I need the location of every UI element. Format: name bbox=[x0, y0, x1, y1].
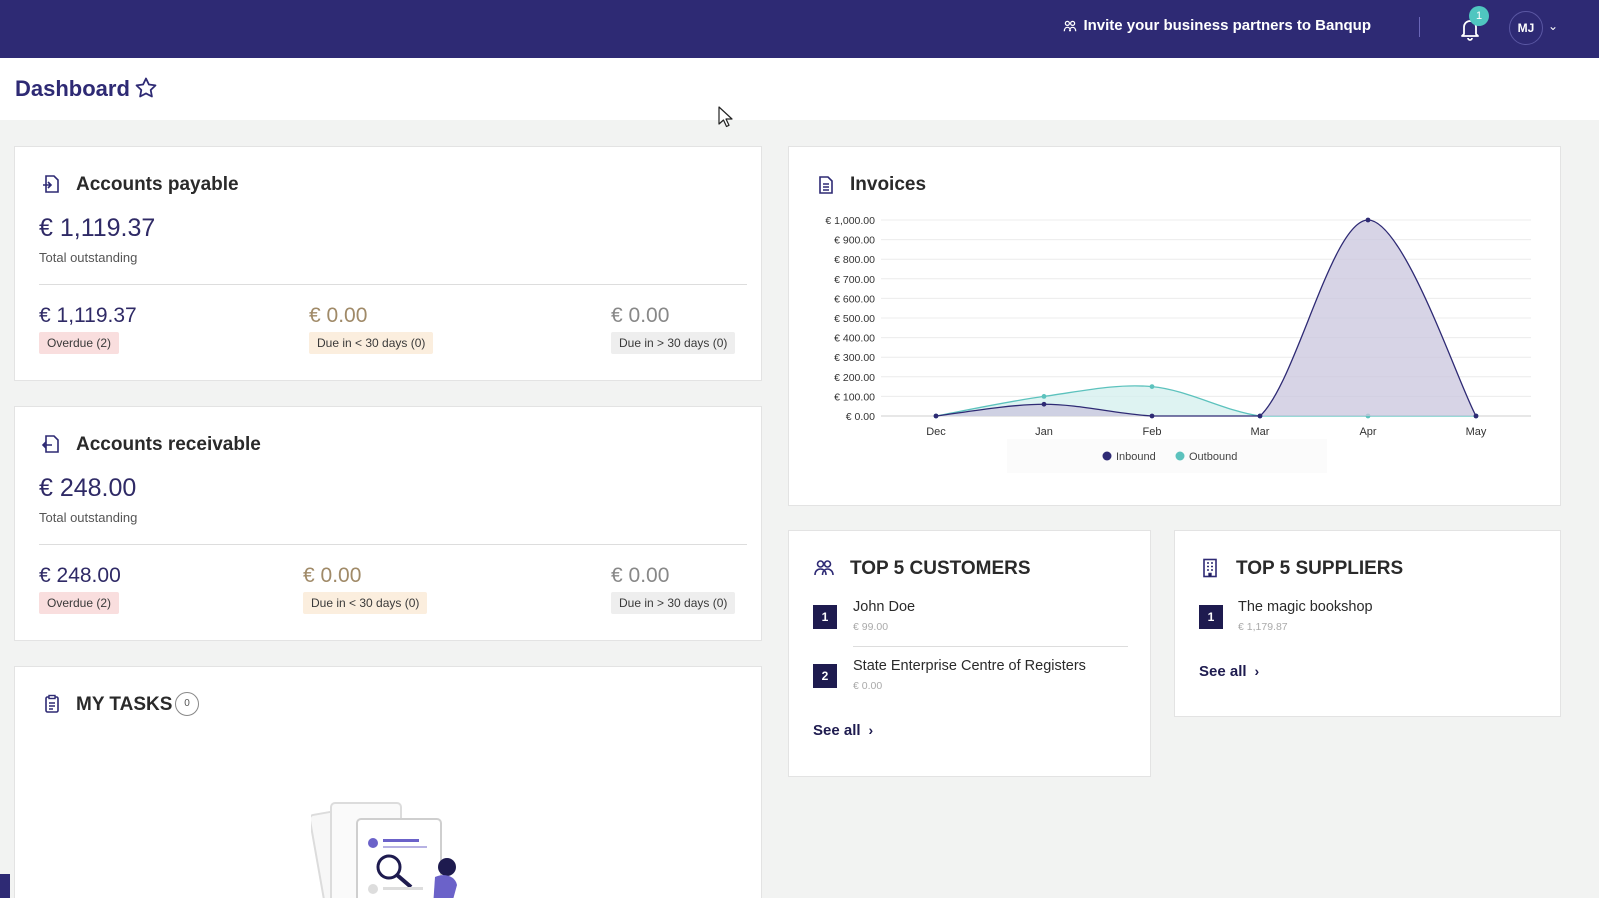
chart-title: Invoices bbox=[850, 174, 927, 195]
legend-marker-inbound bbox=[1102, 451, 1112, 461]
y-tick-label: € 900.00 bbox=[834, 235, 875, 247]
invoice-document-icon bbox=[819, 176, 833, 194]
supplier-amount: € 1,179.87 bbox=[1238, 621, 1288, 633]
y-tick-label: € 400.00 bbox=[834, 333, 875, 345]
y-tick-label: € 200.00 bbox=[834, 372, 875, 384]
series-area-inbound bbox=[936, 220, 1476, 416]
rank-badge: 1 bbox=[813, 605, 837, 629]
data-point-outbound bbox=[1041, 394, 1047, 399]
customer-name[interactable]: John Doe bbox=[853, 599, 916, 615]
see-all-label: See all bbox=[1199, 663, 1247, 680]
overdue-amount: € 1,119.37 bbox=[39, 304, 137, 327]
invite-partners-link[interactable]: Invite your business partners to Banqup bbox=[1063, 17, 1371, 34]
x-tick-label: Dec bbox=[926, 426, 946, 438]
my-tasks-card: MY TASKS 0 bbox=[14, 666, 762, 898]
building-icon bbox=[1203, 558, 1217, 578]
y-tick-label: € 700.00 bbox=[834, 274, 875, 286]
user-avatar[interactable]: MJ bbox=[1509, 11, 1543, 45]
data-point-outbound bbox=[1149, 384, 1155, 389]
y-tick-label: € 300.00 bbox=[834, 352, 875, 364]
card-title: TOP 5 SUPPLIERS bbox=[1236, 558, 1404, 579]
notification-badge: 1 bbox=[1469, 6, 1489, 26]
tasks-count-badge: 0 bbox=[175, 692, 199, 716]
top-customers-card: TOP 5 CUSTOMERS 1 John Doe € 99.00 2 Sta… bbox=[788, 530, 1151, 777]
mouse-cursor-icon bbox=[718, 106, 733, 128]
sidebar-edge bbox=[0, 874, 10, 898]
card-title: MY TASKS bbox=[76, 694, 173, 715]
topbar-separator bbox=[1419, 17, 1420, 37]
overdue-chip[interactable]: Overdue (2) bbox=[39, 592, 120, 614]
due-lt30-amount: € 0.00 bbox=[309, 304, 368, 327]
due-gt30-amount: € 0.00 bbox=[611, 564, 670, 587]
top-suppliers-card: TOP 5 SUPPLIERS 1 The magic bookshop € 1… bbox=[1174, 530, 1561, 717]
legend-label-inbound: Inbound bbox=[1116, 451, 1156, 463]
empty-tasks-illustration bbox=[311, 802, 457, 898]
customer-amount: € 0.00 bbox=[853, 680, 883, 692]
y-tick-label: € 800.00 bbox=[834, 254, 875, 266]
overdue-chip[interactable]: Overdue (2) bbox=[39, 332, 120, 354]
invoices-area-chart: € 0.00 € 100.00 € 200.00 € 300.00 € 400.00 € … bbox=[825, 215, 1531, 473]
x-tick-label: Apr bbox=[1359, 426, 1376, 438]
page-title: Dashboard bbox=[15, 76, 130, 101]
due-gt30-chip[interactable]: Due in > 30 days (0) bbox=[611, 592, 736, 614]
accounts-receivable-card: Accounts receivable € 248.00 Total outst… bbox=[14, 406, 762, 641]
legend-marker-outbound bbox=[1175, 451, 1185, 461]
x-tick-label: Mar bbox=[1251, 426, 1270, 438]
see-all-suppliers-link[interactable]: See all › bbox=[1199, 663, 1259, 680]
due-gt30-chip[interactable]: Due in > 30 days (0) bbox=[611, 332, 736, 354]
data-point-inbound bbox=[1257, 413, 1263, 419]
due-lt30-chip[interactable]: Due in < 30 days (0) bbox=[309, 332, 434, 354]
legend-label-outbound: Outbound bbox=[1189, 451, 1237, 463]
card-title: Accounts payable bbox=[76, 174, 239, 195]
favorite-star-icon[interactable] bbox=[134, 76, 158, 100]
invoices-chart-card: Invoices € 0.00 € 100.00 € 200.00 € 300.00 €… bbox=[788, 146, 1561, 506]
divider bbox=[853, 646, 1128, 647]
data-point-inbound bbox=[1473, 413, 1479, 419]
rank-badge: 1 bbox=[1199, 605, 1223, 629]
data-point-inbound bbox=[933, 413, 939, 419]
y-tick-label: € 500.00 bbox=[834, 313, 875, 325]
page-header: Dashboard bbox=[0, 58, 1599, 120]
due-lt30-chip[interactable]: Due in < 30 days (0) bbox=[303, 592, 428, 614]
chevron-right-icon: › bbox=[868, 722, 874, 738]
due-gt30-amount: € 0.00 bbox=[611, 304, 670, 327]
handshake-icon bbox=[1064, 20, 1077, 31]
x-tick-label: May bbox=[1466, 426, 1487, 438]
legend-box bbox=[1007, 439, 1327, 473]
data-point-inbound bbox=[1149, 413, 1155, 419]
top-navigation-bar: Invite your business partners to Banqup … bbox=[0, 0, 1599, 58]
overdue-amount: € 248.00 bbox=[39, 564, 121, 587]
rank-badge: 2 bbox=[813, 664, 837, 688]
document-import-icon bbox=[41, 435, 59, 453]
customer-name[interactable]: State Enterprise Centre of Registers bbox=[853, 658, 1086, 674]
data-point-inbound bbox=[1041, 401, 1047, 407]
total-outstanding-amount: € 1,119.37 bbox=[39, 214, 156, 242]
divider bbox=[39, 284, 747, 285]
clipboard-icon bbox=[45, 694, 59, 713]
divider bbox=[39, 544, 747, 545]
invite-label: Invite your business partners to Banqup bbox=[1083, 17, 1371, 34]
card-title: Accounts receivable bbox=[76, 434, 261, 455]
document-export-icon bbox=[43, 175, 59, 193]
y-tick-label: € 0.00 bbox=[846, 411, 875, 423]
total-outstanding-amount: € 248.00 bbox=[39, 474, 137, 502]
y-tick-label: € 100.00 bbox=[834, 391, 875, 403]
chevron-down-icon[interactable]: ⌄ bbox=[1548, 19, 1559, 33]
customer-amount: € 99.00 bbox=[853, 621, 889, 633]
people-icon bbox=[814, 560, 834, 576]
x-tick-label: Jan bbox=[1035, 426, 1053, 438]
x-tick-label: Feb bbox=[1143, 426, 1162, 438]
see-all-customers-link[interactable]: See all › bbox=[813, 722, 873, 739]
y-tick-label: € 1,000.00 bbox=[825, 215, 875, 227]
chevron-right-icon: › bbox=[1254, 663, 1260, 679]
data-point-inbound bbox=[1365, 217, 1371, 223]
supplier-name[interactable]: The magic bookshop bbox=[1238, 599, 1373, 615]
total-outstanding-label: Total outstanding bbox=[39, 510, 138, 525]
total-outstanding-label: Total outstanding bbox=[39, 250, 138, 265]
y-tick-label: € 600.00 bbox=[834, 293, 875, 305]
accounts-payable-card: Accounts payable € 1,119.37 Total outsta… bbox=[14, 146, 762, 381]
card-title: TOP 5 CUSTOMERS bbox=[850, 558, 1031, 579]
due-lt30-amount: € 0.00 bbox=[303, 564, 362, 587]
see-all-label: See all bbox=[813, 722, 861, 739]
